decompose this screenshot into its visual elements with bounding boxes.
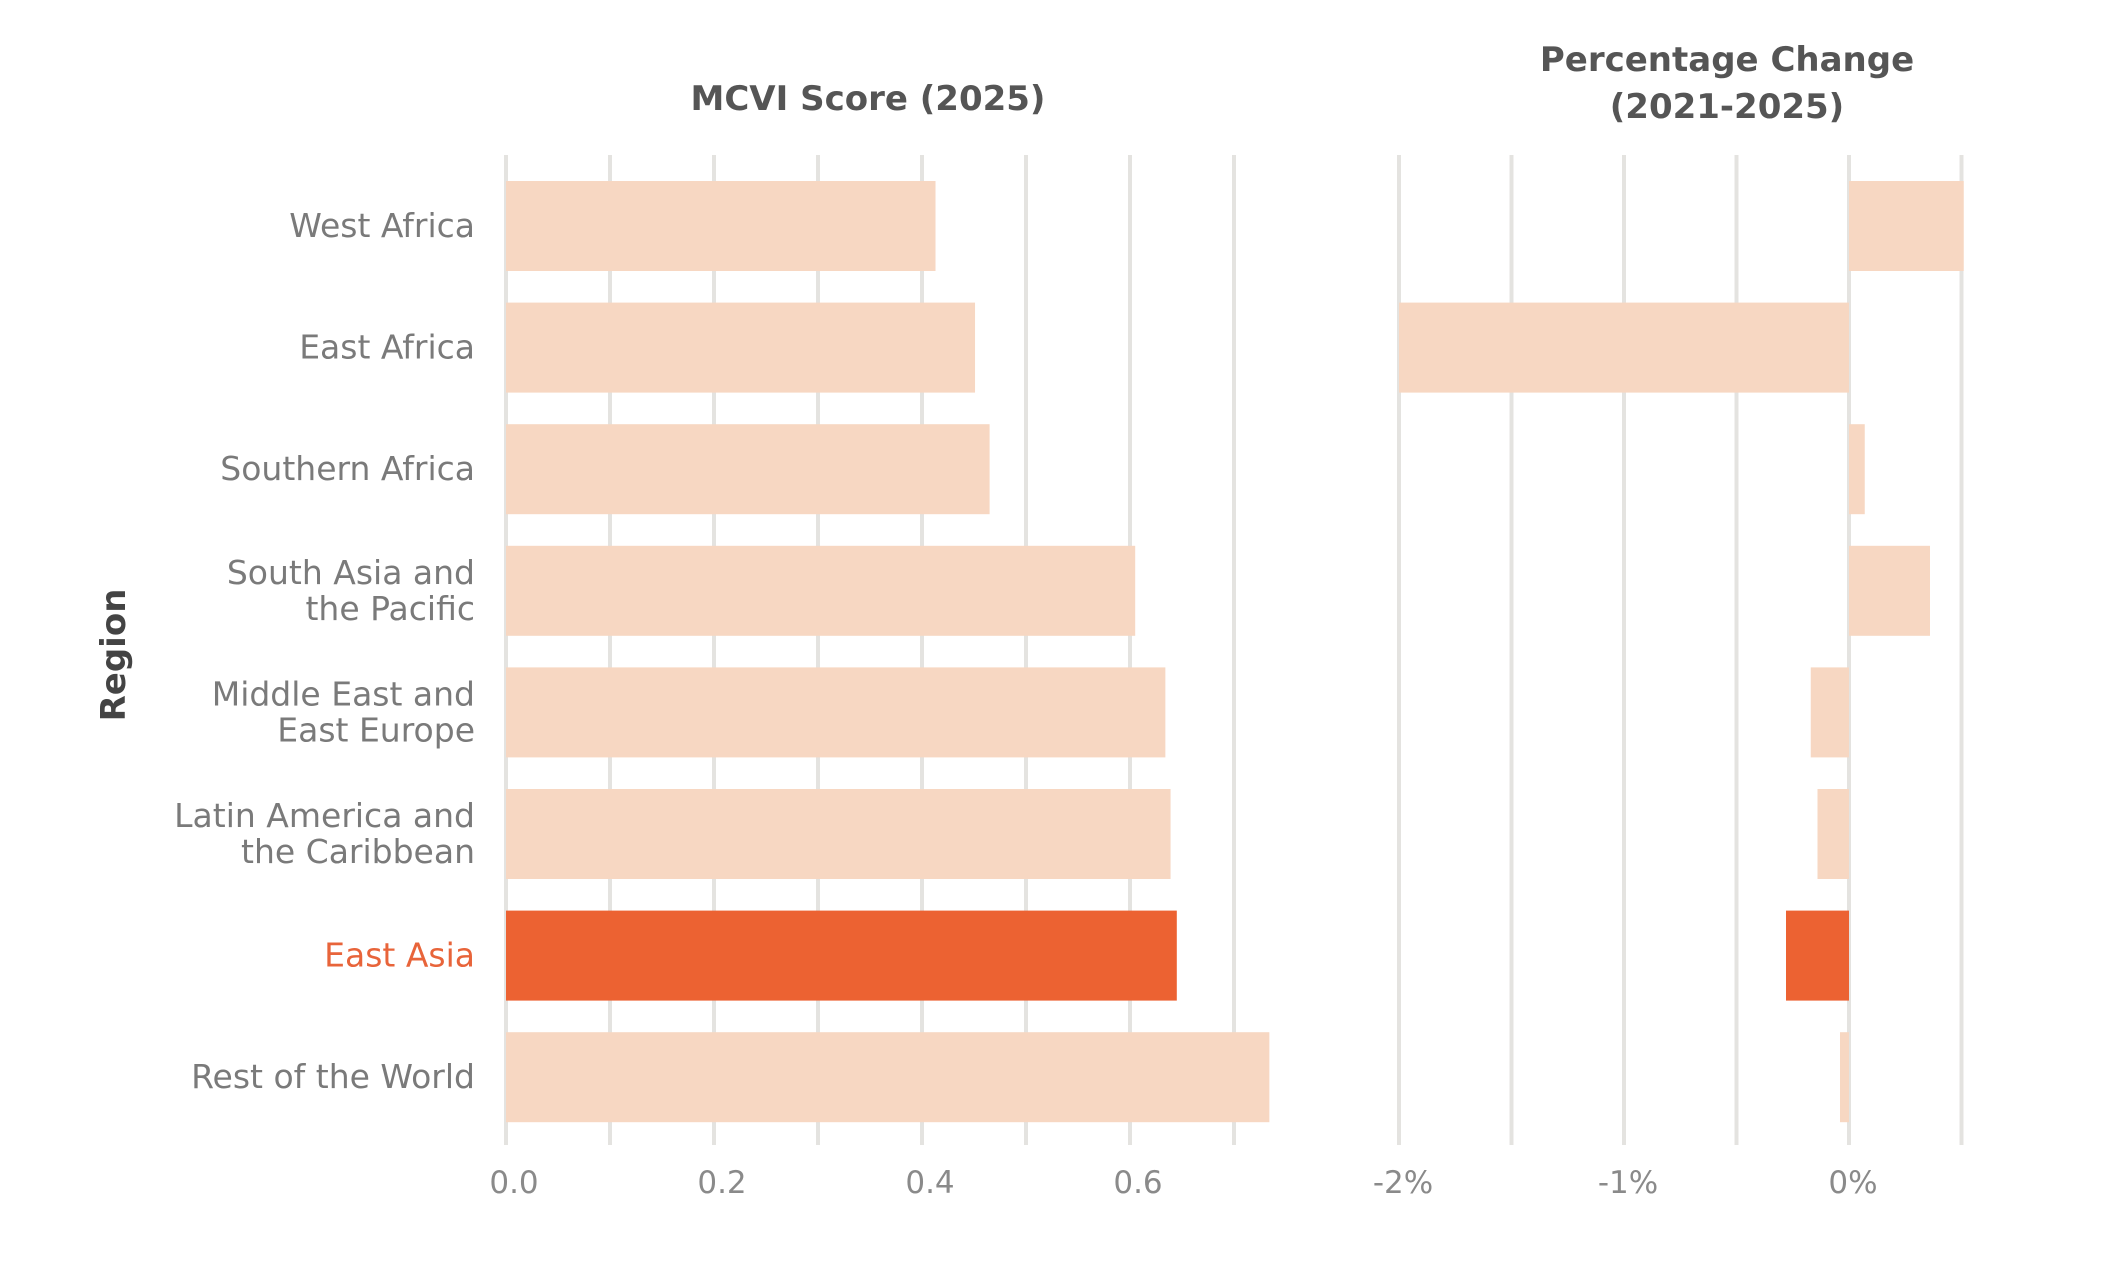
category-label-south-asia-and-the-pacific: South Asia and [227, 553, 475, 592]
right-panel-title-line2: (2021-2025) [1610, 87, 1844, 127]
mcvi-bar-east-africa [506, 302, 976, 393]
pct-change-bar-west-africa [1849, 181, 1964, 271]
pct-change-bar-middle-east-and-east-europe [1810, 667, 1849, 758]
pct-change-bar-east-africa [1399, 302, 1849, 393]
mcvi-bar-middle-east-and-east-europe [506, 667, 1166, 758]
bars-layer [506, 181, 1964, 1123]
left-x-tick-label: 0.4 [905, 1165, 954, 1201]
right-x-tick-label: 0% [1828, 1165, 1877, 1201]
mcvi-bar-latin-america-and-the-caribbean [506, 789, 1171, 879]
pct-change-bar-east-asia [1786, 910, 1849, 1001]
mcvi-bar-west-africa [506, 181, 936, 271]
pct-change-bar-southern-africa [1849, 424, 1865, 515]
category-label-middle-east-and-east-europe: East Europe [277, 710, 475, 749]
right-panel-title-line1: Percentage Change [1540, 40, 1914, 80]
mcvi-bar-southern-africa [506, 424, 990, 515]
category-label-southern-africa: Southern Africa [220, 449, 475, 488]
left-x-tick-label: 0.6 [1113, 1165, 1162, 1201]
category-label-rest-of-the-world: Rest of the World [191, 1057, 475, 1096]
category-label-west-africa: West Africa [289, 206, 475, 245]
labels-layer: West Africa East Africa Southern Africa Sou… [174, 206, 1877, 1201]
pct-change-bar-south-asia-and-the-pacific [1849, 545, 1930, 636]
pct-change-bar-rest-of-the-world [1840, 1032, 1849, 1123]
right-x-tick-label: -2% [1373, 1165, 1433, 1201]
category-label-east-asia: East Asia [324, 936, 475, 975]
y-axis-title: Region [94, 589, 134, 722]
mcvi-bar-east-asia [506, 910, 1177, 1001]
mcvi-bar-south-asia-and-the-pacific [506, 545, 1136, 636]
left-x-tick-label: 0.2 [697, 1165, 746, 1201]
right-x-tick-label: -1% [1598, 1165, 1658, 1201]
left-x-tick-label: 0.0 [489, 1165, 538, 1201]
category-label-south-asia-and-the-pacific: the Pacific [305, 589, 475, 628]
category-label-latin-america-and-the-caribbean: the Caribbean [241, 832, 475, 871]
category-label-middle-east-and-east-europe: Middle East and [212, 674, 475, 713]
left-panel-title: MCVI Score (2025) [691, 79, 1046, 119]
category-label-latin-america-and-the-caribbean: Latin America and [174, 796, 475, 835]
mcvi-bar-rest-of-the-world [506, 1032, 1270, 1123]
category-label-east-africa: East Africa [299, 328, 475, 367]
pct-change-bar-latin-america-and-the-caribbean [1817, 789, 1849, 879]
